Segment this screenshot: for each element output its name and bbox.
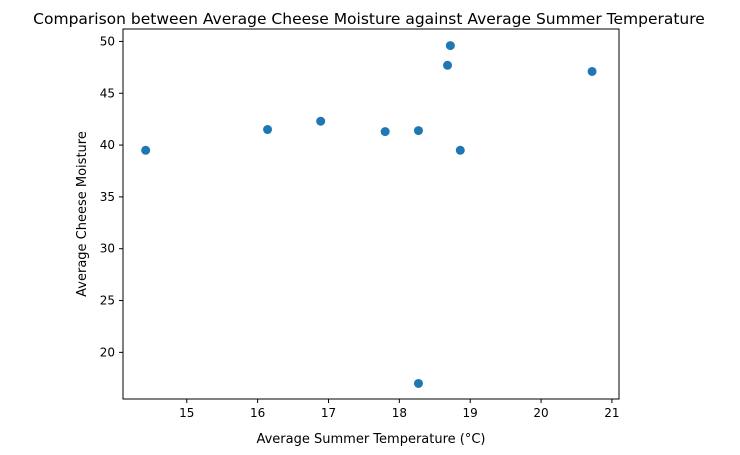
y-tick-label: 25 — [100, 294, 115, 308]
x-tick-label: 21 — [604, 406, 619, 420]
scatter-point — [380, 127, 390, 137]
y-tick-label: 30 — [100, 242, 115, 256]
scatter-point — [263, 125, 273, 135]
y-tick-label: 50 — [100, 34, 115, 48]
y-tick-label: 40 — [100, 138, 115, 152]
scatter-point — [413, 126, 423, 136]
x-axis-label: Average Summer Temperature (°C) — [256, 432, 485, 447]
x-tick-label: 19 — [463, 406, 478, 420]
x-tick-label: 18 — [392, 406, 407, 420]
y-axis-label: Average Cheese Moisture — [75, 131, 90, 297]
scatter-point — [413, 378, 423, 388]
x-axis-ticks: 15 16 17 18 19 20 21 — [179, 399, 620, 420]
y-axis-ticks: 20 25 30 35 40 45 50 — [100, 34, 123, 359]
scatter-point — [141, 145, 151, 155]
chart-title: Comparison between Average Cheese Moistu… — [33, 10, 705, 28]
scatter-point — [455, 145, 465, 155]
x-tick-label: 17 — [321, 406, 336, 420]
plot-area: 15 16 17 18 19 20 21 20 25 30 35 40 45 50 — [100, 28, 620, 420]
scatter-point — [445, 41, 455, 51]
plot-frame — [122, 28, 620, 400]
y-tick-label: 45 — [100, 86, 115, 100]
x-tick-label: 16 — [250, 406, 265, 420]
y-tick-label: 20 — [100, 345, 115, 359]
x-tick-label: 15 — [179, 406, 194, 420]
scatter-point — [587, 66, 597, 76]
data-points — [141, 41, 597, 388]
x-tick-label: 20 — [533, 406, 548, 420]
scatter-point — [316, 116, 326, 126]
scatter-point — [443, 60, 453, 70]
y-tick-label: 35 — [100, 190, 115, 204]
